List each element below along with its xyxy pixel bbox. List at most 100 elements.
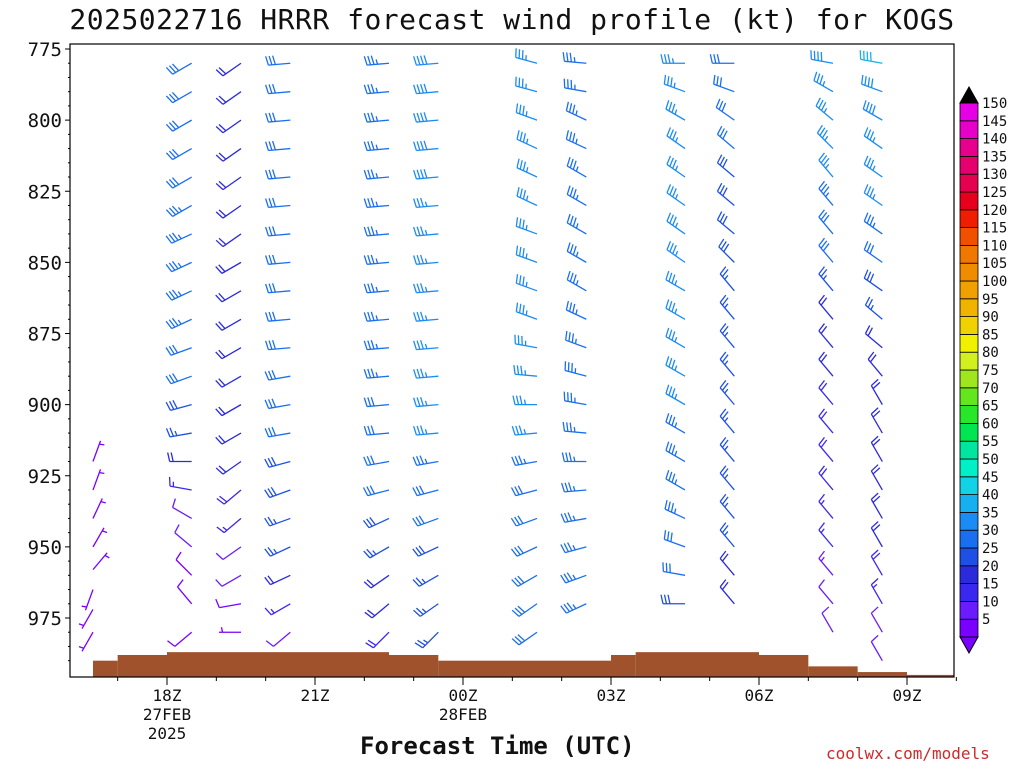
y-tick-label: 900 — [28, 395, 62, 417]
wind-barb — [511, 455, 538, 466]
wind-barb — [511, 425, 538, 436]
wind-barb — [515, 274, 538, 292]
colorbar-label: 95 — [982, 292, 999, 308]
wind-barb — [666, 212, 686, 235]
colorbar-segment — [959, 155, 979, 175]
wind-barb — [818, 550, 834, 576]
terrain-block — [907, 674, 954, 677]
wind-barb — [215, 176, 242, 191]
wind-barb — [165, 373, 192, 385]
wind-barb — [665, 469, 686, 491]
wind-barb — [92, 498, 106, 519]
wind-barb — [412, 485, 439, 497]
terrain-block — [93, 660, 118, 677]
wind-barb — [560, 602, 587, 614]
wind-barb — [365, 631, 390, 649]
wind-barb — [177, 579, 193, 605]
colorbar-segment — [959, 280, 979, 300]
wind-barb — [665, 441, 686, 463]
wind-barb — [563, 78, 587, 93]
wind-barb — [215, 119, 242, 134]
wind-barb — [818, 180, 834, 206]
wind-barb — [413, 140, 439, 152]
wind-barb — [665, 327, 686, 349]
wind-barb — [870, 378, 883, 405]
wind-barb — [215, 432, 242, 445]
wind-barb — [663, 74, 686, 93]
wind-barb — [719, 436, 735, 462]
wind-barb — [818, 323, 834, 349]
wind-barb — [818, 380, 834, 406]
wind-barb — [660, 54, 685, 64]
y-tick-label: 875 — [28, 324, 62, 346]
wind-barb — [665, 100, 686, 121]
wind-barb — [515, 302, 538, 320]
wind-barb — [413, 603, 439, 617]
wind-barb — [165, 400, 192, 411]
wind-barb — [516, 187, 538, 207]
wind-barb — [665, 413, 686, 434]
wind-barb — [864, 296, 883, 320]
wind-barb — [265, 140, 291, 152]
wind-barb — [92, 469, 105, 491]
wind-barb — [663, 530, 686, 548]
colorbar-segment — [959, 244, 979, 264]
colorbar-label: 20 — [982, 559, 999, 575]
wind-barb — [818, 294, 834, 320]
wind-barb — [810, 50, 834, 64]
wind-barb — [561, 482, 587, 493]
wind-barb — [870, 634, 883, 661]
colorbar-label: 80 — [982, 345, 999, 361]
colorbar-label: 85 — [982, 327, 999, 343]
wind-barb — [264, 574, 291, 586]
x-tick-label: 27FEB — [143, 705, 191, 724]
x-tick-label: 28FEB — [439, 705, 487, 724]
wind-barb — [716, 211, 735, 235]
terrain-block — [389, 654, 439, 677]
wind-barb — [165, 344, 192, 356]
colorbar-label: 90 — [982, 310, 999, 326]
colorbar-segment — [959, 547, 979, 567]
wind-barb — [215, 404, 242, 417]
wind-barb — [215, 148, 242, 162]
y-tick-label: 775 — [28, 39, 62, 61]
wind-barb — [363, 455, 390, 466]
colorbar-label: 35 — [982, 505, 999, 521]
wind-barb — [413, 396, 439, 408]
x-tick-label: 2025 — [148, 724, 187, 743]
wind-barb — [563, 391, 587, 406]
wind-barb — [863, 269, 883, 292]
wind-barb — [560, 542, 587, 554]
wind-barb — [565, 300, 587, 320]
colorbar-label: 140 — [982, 132, 1007, 148]
wind-barb — [870, 606, 883, 633]
wind-barb — [165, 176, 192, 189]
wind-barb — [870, 578, 883, 605]
wind-barb — [412, 545, 439, 557]
terrain-block — [635, 652, 759, 677]
wind-barb — [818, 436, 834, 462]
wind-barb — [515, 103, 538, 121]
credit-link[interactable]: coolwx.com/models — [826, 744, 990, 763]
wind-barb — [863, 127, 883, 150]
y-tick-label: 975 — [28, 608, 62, 630]
terrain-block — [857, 672, 907, 677]
colorbar-label: 25 — [982, 541, 999, 557]
y-tick-label: 925 — [28, 466, 62, 488]
wind-barb — [413, 311, 439, 322]
y-tick-label: 850 — [28, 252, 62, 274]
wind-barb — [167, 452, 192, 463]
terrain-block — [759, 654, 809, 677]
wind-barb — [363, 311, 390, 322]
wind-barb — [862, 100, 883, 121]
wind-barb — [363, 112, 390, 123]
terrain-block — [438, 660, 611, 677]
wind-barb — [215, 290, 242, 303]
wind-barb — [264, 398, 291, 410]
colorbar-label: 60 — [982, 416, 999, 432]
wind-barb — [362, 517, 390, 529]
wind-barb — [362, 485, 390, 497]
wind-barb — [363, 197, 390, 209]
wind-barb — [413, 254, 439, 265]
wind-barb — [363, 283, 390, 294]
